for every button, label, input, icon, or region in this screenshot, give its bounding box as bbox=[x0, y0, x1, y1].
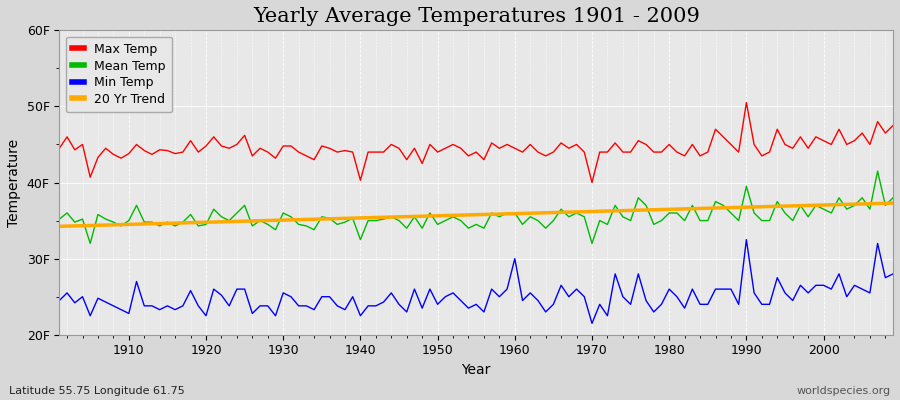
Min Temp bbox=[285, 294, 296, 299]
20 Yr Trend bbox=[54, 224, 65, 229]
Mean Temp bbox=[85, 241, 95, 246]
Max Temp bbox=[332, 150, 343, 154]
Mean Temp bbox=[339, 220, 350, 224]
Min Temp bbox=[54, 298, 65, 303]
Text: worldspecies.org: worldspecies.org bbox=[796, 386, 891, 396]
Text: Latitude 55.75 Longitude 61.75: Latitude 55.75 Longitude 61.75 bbox=[9, 386, 184, 396]
Max Temp bbox=[887, 123, 898, 128]
20 Yr Trend bbox=[509, 211, 520, 216]
20 Yr Trend bbox=[116, 222, 127, 227]
20 Yr Trend bbox=[887, 201, 898, 206]
Max Temp bbox=[54, 146, 65, 151]
Line: Max Temp: Max Temp bbox=[59, 102, 893, 182]
20 Yr Trend bbox=[602, 209, 613, 214]
Max Temp bbox=[509, 146, 520, 151]
Line: 20 Yr Trend: 20 Yr Trend bbox=[59, 203, 893, 226]
X-axis label: Year: Year bbox=[462, 363, 490, 377]
Line: Mean Temp: Mean Temp bbox=[59, 171, 893, 244]
Min Temp bbox=[610, 272, 621, 276]
Max Temp bbox=[116, 156, 127, 160]
Min Temp bbox=[887, 272, 898, 276]
Line: Min Temp: Min Temp bbox=[59, 240, 893, 323]
Y-axis label: Temperature: Temperature bbox=[7, 138, 21, 226]
Min Temp bbox=[501, 287, 512, 292]
20 Yr Trend bbox=[501, 212, 512, 216]
Max Temp bbox=[285, 144, 296, 148]
Max Temp bbox=[610, 140, 621, 145]
20 Yr Trend bbox=[332, 216, 343, 221]
Mean Temp bbox=[54, 217, 65, 222]
Min Temp bbox=[332, 304, 343, 308]
20 Yr Trend bbox=[285, 218, 296, 222]
Max Temp bbox=[501, 142, 512, 147]
Mean Temp bbox=[123, 218, 134, 223]
Max Temp bbox=[587, 180, 598, 185]
Min Temp bbox=[587, 321, 598, 326]
Max Temp bbox=[741, 100, 751, 105]
Title: Yearly Average Temperatures 1901 - 2009: Yearly Average Temperatures 1901 - 2009 bbox=[253, 7, 699, 26]
Min Temp bbox=[509, 256, 520, 261]
Mean Temp bbox=[509, 210, 520, 215]
Mean Temp bbox=[293, 222, 304, 227]
Mean Temp bbox=[518, 222, 528, 227]
Mean Temp bbox=[610, 203, 621, 208]
Min Temp bbox=[116, 307, 127, 312]
Legend: Max Temp, Mean Temp, Min Temp, 20 Yr Trend: Max Temp, Mean Temp, Min Temp, 20 Yr Tre… bbox=[66, 36, 172, 112]
Mean Temp bbox=[872, 169, 883, 174]
Min Temp bbox=[741, 237, 751, 242]
Mean Temp bbox=[887, 195, 898, 200]
